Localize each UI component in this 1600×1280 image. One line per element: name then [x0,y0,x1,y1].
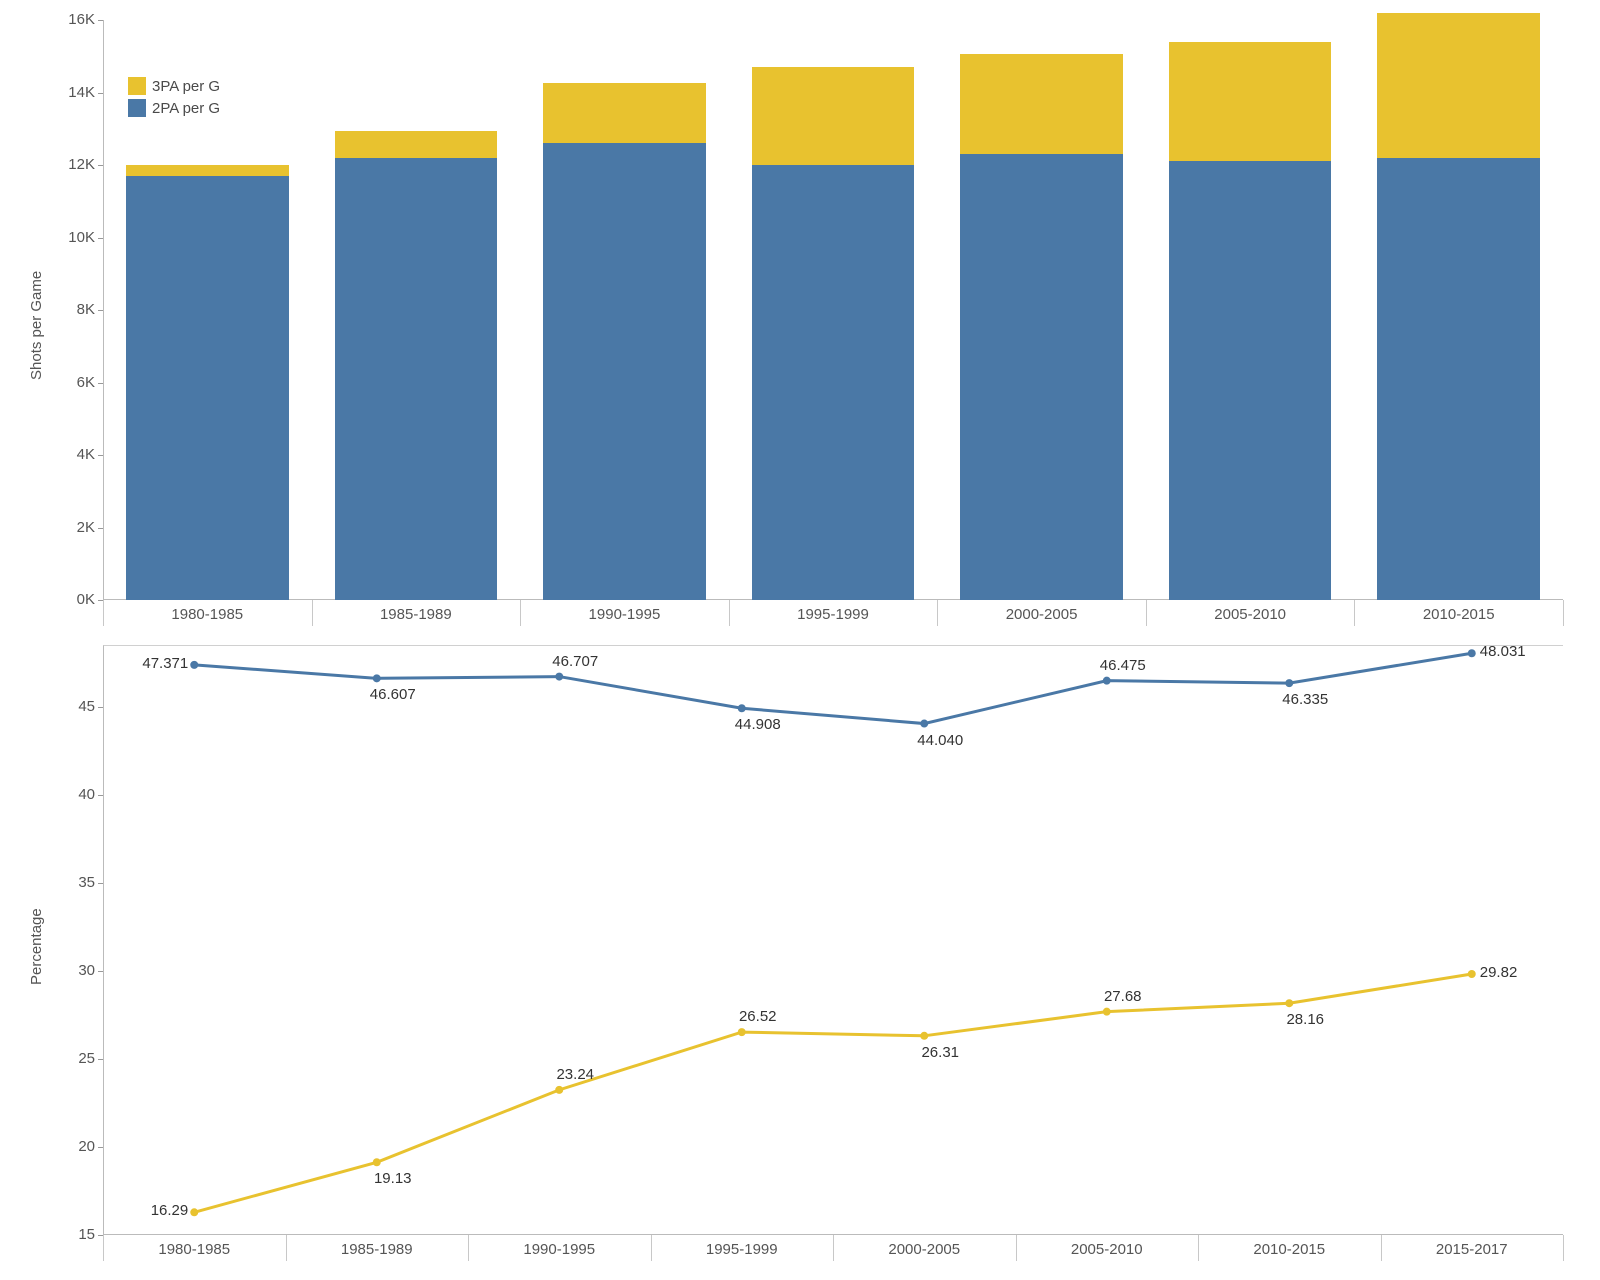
line-xband-separator [1198,1235,1199,1261]
line-data-label: 28.16 [1265,1011,1345,1028]
line-series-marker [190,661,198,669]
line-data-label: 46.475 [1083,657,1163,674]
line-xband-separator [286,1235,287,1261]
line-xband-separator [833,1235,834,1261]
line-series-marker [1103,677,1111,685]
line-xtick-label: 1980-1985 [114,1241,274,1258]
line-chart-panel: Percentage 15202530354045 47.37146.60746… [0,0,1600,1280]
line-xband-separator [1016,1235,1017,1261]
line-series-marker [1285,999,1293,1007]
line-xband-separator [468,1235,469,1261]
line-series-marker [373,674,381,682]
line-data-label: 44.040 [900,732,980,749]
line-xband-separator [1563,1235,1564,1261]
line-series-marker [738,1028,746,1036]
line-xtick-label: 2015-2017 [1392,1241,1552,1258]
line-series-marker [1468,970,1476,978]
line-xtick-label: 1985-1989 [297,1241,457,1258]
line-series-marker [1285,679,1293,687]
line-series-marker [1103,1008,1111,1016]
line-xtick-label: 2010-2015 [1209,1241,1369,1258]
line-data-label: 47.371 [136,655,188,672]
line-data-label: 26.31 [900,1044,980,1061]
line-data-label: 46.335 [1265,691,1345,708]
line-series-marker [920,1032,928,1040]
line-series-marker [555,1086,563,1094]
line-series-marker [920,720,928,728]
line-series-marker [738,704,746,712]
line-series-marker [190,1208,198,1216]
line-data-label: 27.68 [1083,988,1163,1005]
line-data-label: 46.607 [353,686,433,703]
line-data-label: 46.707 [535,653,615,670]
line-data-label: 16.29 [136,1202,188,1219]
line-xtick-label: 2000-2005 [844,1241,1004,1258]
line-data-label: 19.13 [353,1170,433,1187]
line-data-label: 44.908 [718,716,798,733]
line-series-marker [373,1158,381,1166]
line-xtick-label: 1990-1995 [479,1241,639,1258]
line-series-marker [1468,649,1476,657]
line-xtick-label: 1995-1999 [662,1241,822,1258]
line-data-label: 23.24 [535,1066,615,1083]
line-xband-separator [651,1235,652,1261]
line-plot-svg [0,0,1600,1280]
line-xband-separator [103,1235,104,1261]
line-xtick-label: 2005-2010 [1027,1241,1187,1258]
line-xband-separator [1381,1235,1382,1261]
line-series-marker [555,673,563,681]
line-data-label: 26.52 [718,1008,798,1025]
line-data-label: 29.82 [1480,964,1518,981]
line-data-label: 48.031 [1480,643,1526,660]
